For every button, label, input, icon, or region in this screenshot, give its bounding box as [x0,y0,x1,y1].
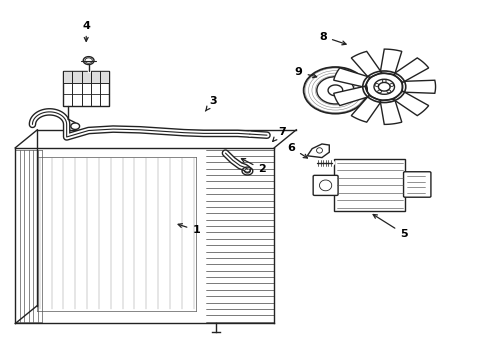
Polygon shape [380,49,402,75]
Polygon shape [351,96,382,122]
Polygon shape [307,144,329,158]
Polygon shape [402,80,436,93]
Polygon shape [334,68,370,87]
Text: 7: 7 [273,127,286,141]
FancyBboxPatch shape [313,175,338,195]
Polygon shape [334,86,370,105]
Polygon shape [393,91,429,116]
Text: 9: 9 [295,67,317,78]
Polygon shape [393,58,429,82]
FancyBboxPatch shape [63,71,109,83]
Text: 8: 8 [319,32,346,45]
Polygon shape [380,99,402,125]
Text: 3: 3 [205,96,217,111]
Text: 4: 4 [82,21,90,41]
Text: 5: 5 [373,215,408,239]
FancyBboxPatch shape [404,172,431,197]
Text: 2: 2 [242,159,266,174]
Polygon shape [351,51,382,78]
Text: 1: 1 [178,224,200,235]
FancyBboxPatch shape [63,71,109,107]
Text: 6: 6 [288,143,307,158]
FancyBboxPatch shape [334,159,405,211]
